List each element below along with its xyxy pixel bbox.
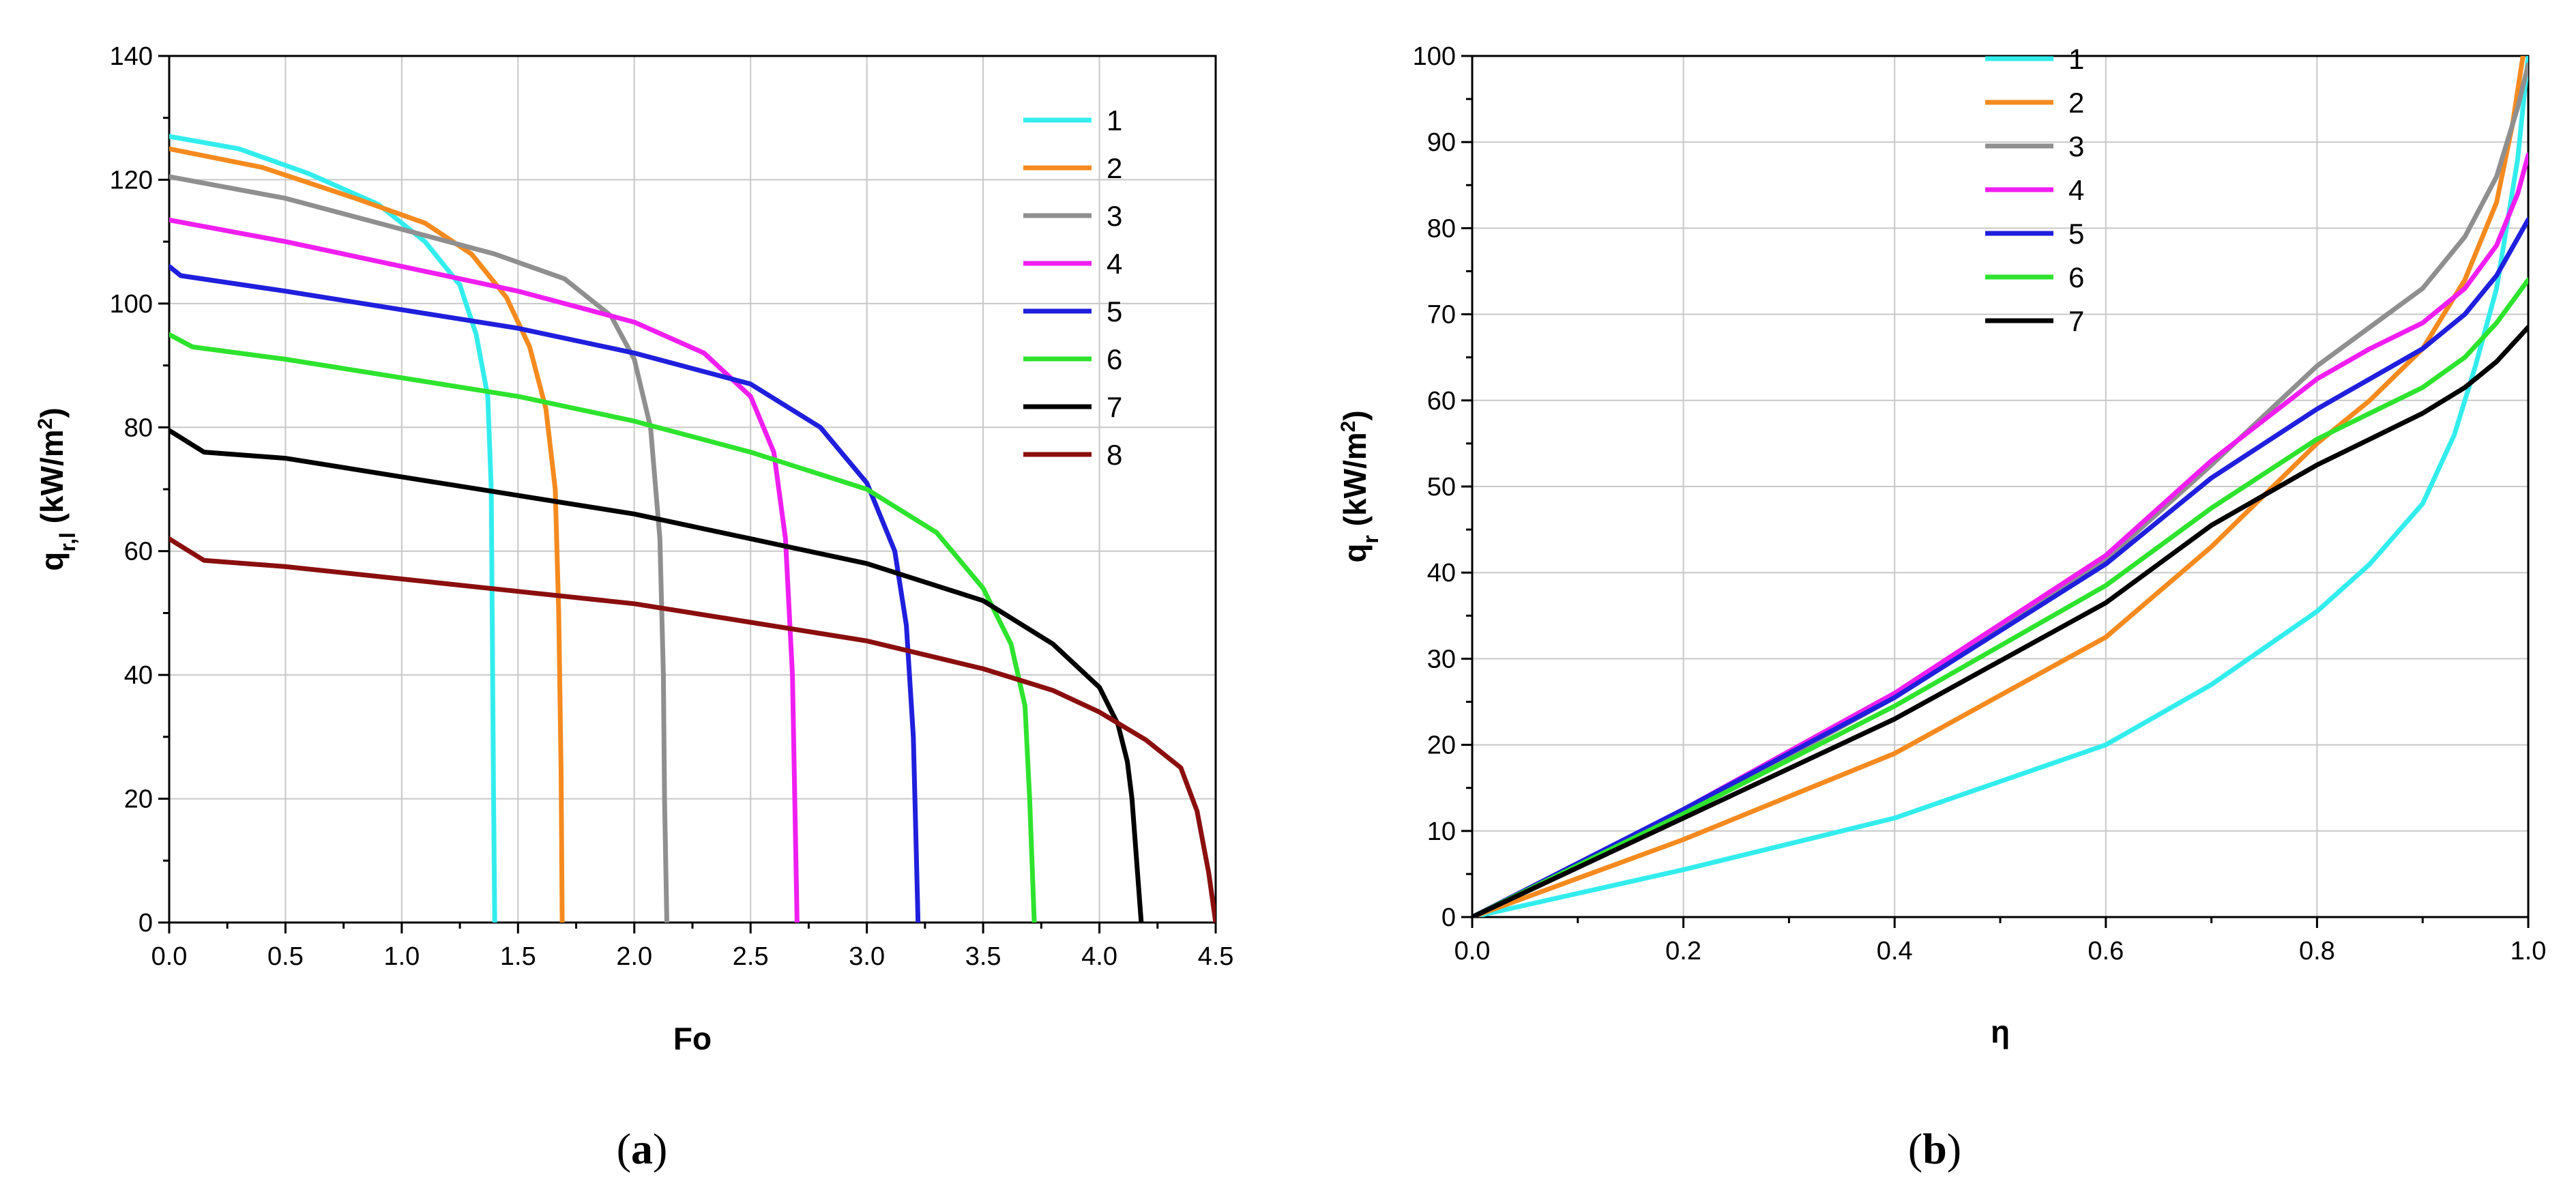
- legend-label-7: 7: [1107, 391, 1122, 423]
- legend-label-2: 2: [2068, 87, 2084, 119]
- legend-label-1: 1: [2068, 43, 2084, 75]
- x-tick-label: 2.5: [733, 942, 769, 971]
- legend-label-7: 7: [2068, 305, 2084, 337]
- x-axis-label: η: [1991, 1014, 2010, 1049]
- legend-label-3: 3: [1107, 200, 1122, 232]
- panel-caption: (a): [617, 1124, 668, 1173]
- legend-label-3: 3: [2068, 130, 2084, 162]
- y-tick-label: 100: [110, 290, 153, 319]
- y-tick-label: 30: [1427, 645, 1456, 673]
- series-line-7: [1472, 325, 2528, 917]
- y-axis-label-unit-close: ): [1337, 410, 1373, 420]
- y-tick-label: 100: [1413, 42, 1456, 71]
- x-tick-label: 1.5: [500, 942, 536, 971]
- y-axis-label-superscript: 2: [1337, 421, 1360, 433]
- x-tick-label: 0.0: [151, 942, 188, 971]
- legend-label-1: 1: [1107, 104, 1122, 136]
- y-axis-label-main: q: [34, 552, 70, 571]
- panel-a: 0.0 0.5 1.0 1.5 2.0 2.5 3.0 3.5 4.0 4.5 0 20 40 60 80 1…: [34, 42, 1234, 1173]
- panel-caption-letter: b: [1922, 1124, 1947, 1173]
- y-axis-label-unit-close: ): [34, 407, 70, 418]
- y-axis-label-main: q: [1337, 544, 1373, 563]
- series-line-5: [1472, 217, 2528, 917]
- y-tick-label: 50: [1427, 473, 1456, 502]
- x-tick-label: 4.5: [1198, 942, 1234, 971]
- y-tick-label: 120: [110, 166, 153, 194]
- y-tick-label: 20: [1427, 731, 1456, 760]
- y-tick-label: 0: [138, 909, 153, 938]
- x-tick-label: 0.6: [2088, 937, 2124, 966]
- legend-label-6: 6: [2068, 261, 2084, 293]
- series-line-7: [169, 428, 1144, 923]
- legend-label-8: 8: [1107, 439, 1122, 471]
- series-line-2: [169, 146, 565, 923]
- y-tick-label: 90: [1427, 128, 1456, 157]
- legend-label-4: 4: [1107, 248, 1122, 280]
- legend-label-2: 2: [1107, 152, 1122, 184]
- y-tick-label: 80: [1427, 214, 1456, 243]
- series-line-6: [169, 332, 1037, 923]
- series-curves: [169, 134, 1216, 923]
- y-tick-label: 40: [124, 661, 153, 690]
- x-tick-label: 1.0: [2511, 937, 2547, 966]
- legend-label-6: 6: [1107, 343, 1122, 375]
- panel-caption-close: ): [653, 1124, 667, 1173]
- y-tick-label: 20: [124, 785, 153, 814]
- y-tick-label: 140: [110, 42, 153, 71]
- y-tick-label: 10: [1427, 817, 1456, 846]
- y-axis-label-subscript: r: [1358, 535, 1383, 543]
- panel-caption-open: (: [617, 1124, 631, 1173]
- y-axis-label: qr (kW/m2): [1337, 410, 1384, 562]
- panel-caption-close: ): [1947, 1124, 1961, 1173]
- series-line-1: [1472, 56, 2528, 917]
- x-tick-label: 0.4: [1877, 937, 1913, 966]
- series-line-6: [1472, 277, 2528, 917]
- legend: 1 2 3 4 5 6 7: [1985, 43, 2084, 337]
- y-tick-label: 40: [1427, 559, 1456, 587]
- y-tick-label: 60: [124, 538, 153, 566]
- series-line-3: [169, 174, 669, 923]
- y-tick-label: 60: [1427, 387, 1456, 416]
- y-axis-label: qr,l (kW/m2): [34, 407, 80, 570]
- x-tick-label: 4.0: [1081, 942, 1117, 971]
- panel-caption-letter: a: [631, 1124, 653, 1173]
- series-line-8: [169, 536, 1216, 923]
- x-tick-label: 0.8: [2299, 937, 2335, 966]
- series-line-5: [169, 263, 921, 923]
- panel-b: 0.0 0.2 0.4 0.6 0.8 1.0 0 10 20 30 40 50 60 70 80 90 100…: [1337, 42, 2547, 1173]
- x-tick-label: 3.5: [965, 942, 1001, 971]
- y-tick-label: 70: [1427, 301, 1456, 330]
- series-curves: [1472, 56, 2528, 917]
- series-line-1: [169, 134, 497, 923]
- x-tick-label: 0.2: [1665, 937, 1701, 966]
- panel-caption-open: (: [1908, 1124, 1922, 1173]
- series-line-4: [169, 217, 800, 923]
- x-tick-label: 2.0: [616, 942, 652, 971]
- panel-caption: (b): [1908, 1124, 1961, 1173]
- y-axis-label-subscript: r,l: [55, 532, 80, 551]
- y-tick-label: 80: [124, 413, 153, 442]
- x-tick-label: 0.5: [267, 942, 304, 971]
- y-tick-label: 0: [1441, 903, 1456, 932]
- x-tick-label: 1.0: [383, 942, 420, 971]
- y-axis-label-superscript: 2: [34, 418, 57, 430]
- x-tick-label: 0.0: [1454, 937, 1491, 966]
- legend-label-5: 5: [2068, 218, 2084, 250]
- legend-label-4: 4: [2068, 174, 2084, 206]
- legend-label-5: 5: [1107, 295, 1122, 328]
- x-axis-label: Fo: [673, 1021, 712, 1056]
- x-tick-label: 3.0: [849, 942, 885, 971]
- series-line-2: [1472, 56, 2526, 917]
- legend: 1 2 3 4 5 6 7 8: [1023, 104, 1122, 471]
- y-axis-label-unit: (kW/m: [1337, 432, 1373, 535]
- y-axis-label-unit: (kW/m: [34, 429, 70, 532]
- series-line-4: [1472, 152, 2528, 917]
